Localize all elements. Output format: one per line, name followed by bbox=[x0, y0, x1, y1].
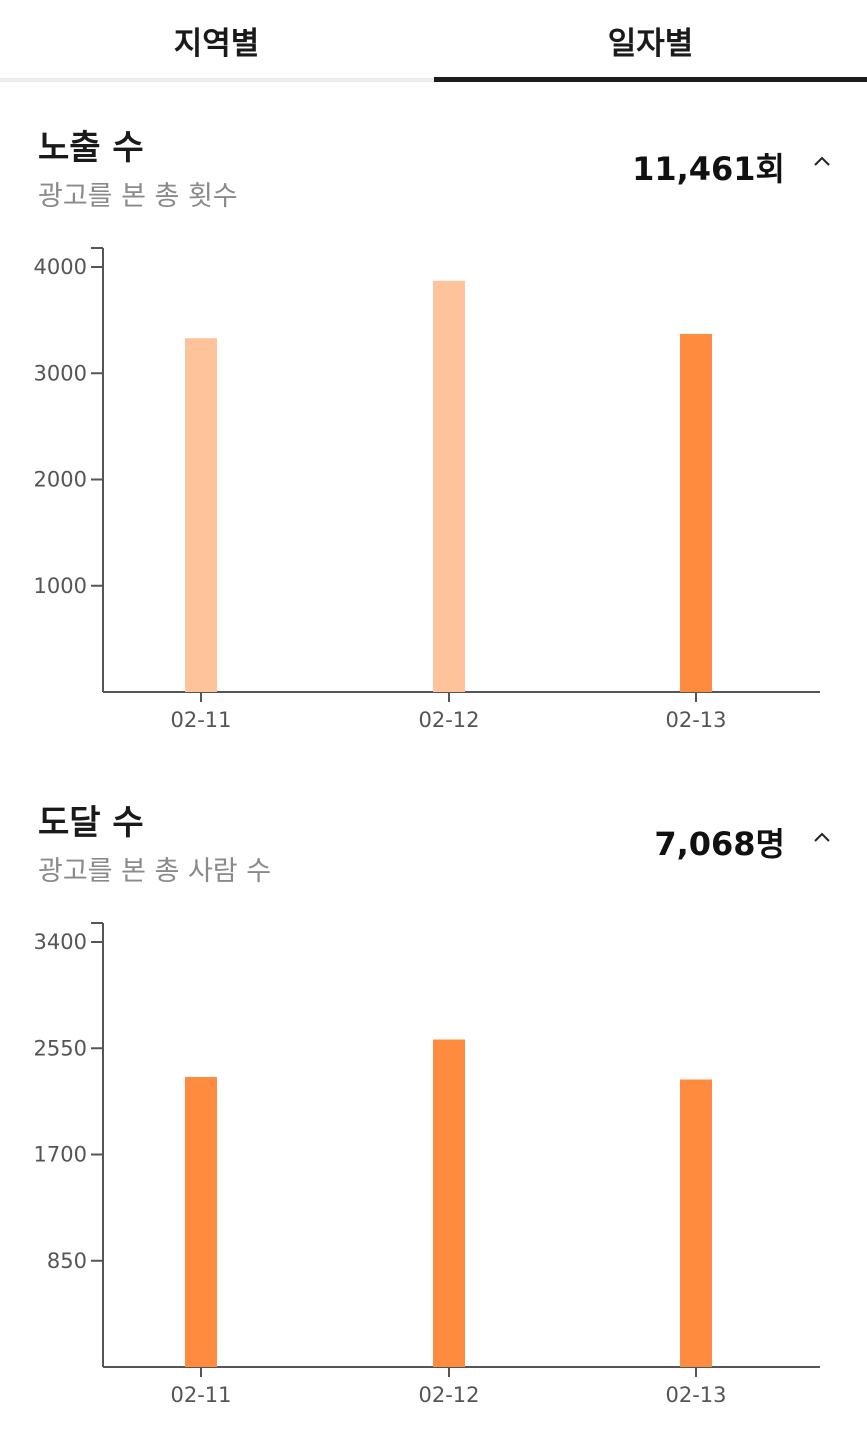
reach-chart: 850 1700 2550 3400 02-11 02-12 02-13 bbox=[0, 905, 867, 1405]
x-tick-label: 02-13 bbox=[665, 1383, 726, 1405]
x-tick-label: 02-11 bbox=[170, 708, 231, 730]
y-tick-label: 850 bbox=[47, 1249, 87, 1273]
bar bbox=[433, 280, 465, 692]
impressions-subtitle: 광고를 본 총 횟수 bbox=[38, 181, 238, 212]
x-tick-label: 02-13 bbox=[665, 708, 726, 730]
chevron-up-icon[interactable] bbox=[810, 826, 834, 850]
y-tick-label: 1000 bbox=[34, 574, 87, 598]
reach-total: 7,068명 bbox=[654, 825, 785, 863]
chart-svg: 1000 2000 3000 4000 02-11 02-12 02-13 bbox=[34, 247, 820, 730]
tab-region[interactable]: 지역별 bbox=[0, 0, 434, 82]
tab-region-underline bbox=[0, 78, 434, 82]
tab-date-label: 일자별 bbox=[607, 26, 694, 62]
tab-date-active-underline bbox=[434, 77, 867, 82]
tab-date[interactable]: 일자별 bbox=[434, 0, 867, 82]
bar bbox=[433, 1039, 465, 1367]
impressions-title: 노출 수 bbox=[38, 128, 144, 168]
chevron-up-icon[interactable] bbox=[810, 150, 834, 174]
bar bbox=[680, 1079, 712, 1367]
impressions-chart: 1000 2000 3000 4000 02-11 02-12 02-13 bbox=[0, 230, 867, 730]
bar bbox=[185, 338, 217, 692]
reach-title: 도달 수 bbox=[38, 803, 144, 843]
chart-svg: 850 1700 2550 3400 02-11 02-12 02-13 bbox=[34, 922, 820, 1405]
impressions-total: 11,461회 bbox=[632, 150, 785, 188]
bar bbox=[680, 333, 712, 692]
y-tick-label: 2550 bbox=[34, 1036, 87, 1060]
reach-subtitle: 광고를 본 총 사람 수 bbox=[38, 856, 272, 887]
y-tick-label: 4000 bbox=[34, 255, 87, 279]
bar bbox=[185, 1077, 217, 1367]
tab-region-label: 지역별 bbox=[173, 26, 260, 62]
y-tick-label: 3400 bbox=[34, 930, 87, 954]
tab-bar: 지역별 일자별 bbox=[0, 0, 867, 82]
y-tick-label: 2000 bbox=[34, 468, 87, 492]
y-tick-label: 3000 bbox=[34, 361, 87, 385]
y-tick-label: 1700 bbox=[34, 1143, 87, 1167]
x-tick-label: 02-12 bbox=[418, 708, 479, 730]
x-tick-label: 02-11 bbox=[170, 1383, 231, 1405]
x-tick-label: 02-12 bbox=[418, 1383, 479, 1405]
